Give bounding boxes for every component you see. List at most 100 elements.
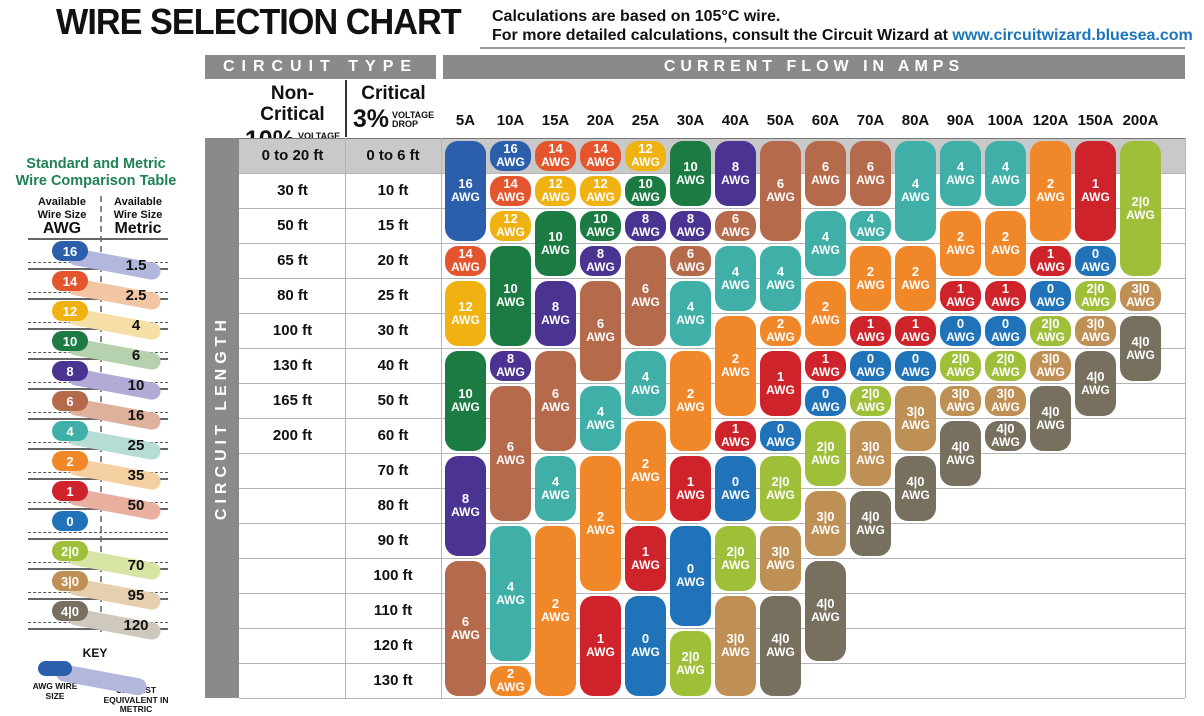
wire-pill-40A-8: 8 AWG — [715, 140, 756, 206]
pill-gauge-label: 1 — [731, 421, 740, 436]
wire-pill-120A-1: 1 AWG — [1030, 245, 1071, 276]
grid-line — [239, 173, 1185, 174]
metric-size-16: 16 — [127, 407, 145, 424]
circuit-type-divider — [345, 80, 347, 137]
wire-pill-10A-8: 8 AWG — [490, 350, 531, 381]
pill-awg-label: AWG — [766, 277, 795, 292]
wire-pill-40A-2|0: 2|0 AWG — [715, 525, 756, 591]
wire-pill-90A-3|0: 3|0 AWG — [940, 385, 981, 416]
wire-pill-150A-3|0: 3|0 AWG — [1075, 315, 1116, 346]
wire-pill-15A-2: 2 AWG — [535, 525, 576, 696]
pill-awg-label: AWG — [721, 487, 750, 502]
wire-pill-60A-2|0: 2|0 AWG — [805, 420, 846, 486]
pill-gauge-label: 4|0 — [1041, 403, 1060, 419]
comparison-row-line — [28, 238, 168, 240]
wire-pill-90A-2: 2 AWG — [940, 210, 981, 276]
wire-pill-10A-4: 4 AWG — [490, 525, 531, 661]
grid-line-vertical — [441, 138, 442, 698]
pill-awg-label: AWG — [901, 417, 930, 432]
pill-awg-label: AWG — [676, 487, 705, 502]
pill-awg-label: AWG — [451, 312, 480, 327]
pill-awg-label: AWG — [676, 575, 705, 589]
awg-size-pill-4: 4 — [52, 421, 88, 441]
row-label-critical: 30 ft — [377, 322, 409, 339]
wire-pill-5A-10: 10 AWG — [445, 350, 486, 451]
wire-pill-40A-0: 0 AWG — [715, 455, 756, 521]
grid-line — [239, 383, 1185, 384]
pill-awg-label: AWG — [721, 365, 750, 379]
pill-gauge-label: 6 — [776, 176, 785, 191]
metric-size-1.5: 1.5 — [125, 257, 147, 274]
wire-pill-50A-2|0: 2|0 AWG — [760, 455, 801, 521]
grid-line-vertical — [345, 138, 346, 698]
pill-gauge-label: 8 — [506, 351, 515, 366]
wire-pill-120A-0: 0 AWG — [1030, 280, 1071, 311]
pill-awg-label: AWG — [811, 365, 840, 379]
pill-awg-label: AWG — [451, 627, 480, 642]
wire-pill-40A-4: 4 AWG — [715, 245, 756, 311]
amp-header-90A: 90A — [946, 112, 975, 129]
wire-pill-100A-1: 1 AWG — [985, 280, 1026, 311]
pill-awg-label: AWG — [766, 645, 795, 659]
wire-pill-100A-2|0: 2|0 AWG — [985, 350, 1026, 381]
pill-gauge-label: 8 — [686, 211, 695, 226]
wire-pill-25A-10: 10 AWG — [625, 175, 666, 206]
pill-gauge-label: 8 — [731, 158, 740, 174]
wire-pill-15A-12: 12 AWG — [535, 175, 576, 206]
grid-line — [239, 278, 1185, 279]
wire-pill-25A-4: 4 AWG — [625, 350, 666, 416]
pill-awg-label: AWG — [811, 172, 840, 187]
pill-gauge-label: 4 — [821, 228, 830, 244]
pill-gauge-label: 1 — [776, 368, 785, 384]
wire-pill-120A-2|0: 2|0 AWG — [1030, 315, 1071, 346]
metric-unit-label: Metric — [114, 220, 162, 237]
pill-awg-label: AWG — [811, 452, 840, 467]
pill-awg-label: AWG — [1126, 207, 1155, 222]
pill-gauge-label: 1 — [1046, 246, 1055, 261]
pill-awg-label: AWG — [1081, 260, 1110, 274]
pill-gauge-label: 2|0 — [861, 386, 880, 401]
wire-pill-20A-14: 14 AWG — [580, 140, 621, 171]
pill-gauge-label: 0 — [1001, 316, 1010, 331]
wire-pill-40A-6: 6 AWG — [715, 210, 756, 241]
pill-awg-label: AWG — [541, 312, 570, 327]
row-label-non-critical: 50 ft — [277, 217, 308, 234]
pill-gauge-label: 0 — [731, 473, 740, 489]
pill-awg-label: AWG — [901, 487, 930, 502]
pill-awg-label: AWG — [901, 330, 930, 344]
row-label-critical: 80 ft — [377, 497, 409, 514]
wire-pill-10A-2: 2 AWG — [490, 665, 531, 696]
circuit-wizard-link[interactable]: www.circuitwizard.bluesea.com — [952, 27, 1193, 44]
wire-pill-20A-12: 12 AWG — [580, 175, 621, 206]
pill-gauge-label: 12 — [638, 141, 653, 156]
pill-gauge-label: 2|0 — [951, 351, 970, 366]
pill-awg-label: AWG — [946, 242, 975, 257]
metric-size-2.5: 2.5 — [125, 287, 147, 304]
row-label-non-critical: 130 ft — [272, 357, 313, 374]
row-label-non-critical: 65 ft — [277, 252, 308, 269]
row-label-non-critical: 165 ft — [272, 392, 313, 409]
pill-gauge-label: 2 — [686, 386, 695, 401]
grid-line — [239, 488, 1185, 489]
pill-gauge-label: 10 — [683, 158, 698, 174]
grid-line — [239, 138, 1185, 139]
pill-gauge-label: 3|0 — [951, 386, 970, 401]
pill-gauge-label: 4 — [956, 158, 965, 174]
circuit-length-label: CIRCUIT LENGTH — [213, 315, 230, 521]
pill-awg-label: AWG — [586, 645, 615, 659]
pill-awg-label: AWG — [631, 225, 660, 239]
amp-header-10A: 10A — [496, 112, 525, 129]
pill-awg-label: AWG — [541, 242, 570, 257]
pill-awg-label: AWG — [1036, 190, 1065, 204]
pill-awg-label: AWG — [1081, 295, 1110, 309]
awg-size-pill-4|0: 4|0 — [52, 601, 88, 621]
wire-pill-50A-6: 6 AWG — [760, 140, 801, 241]
wire-pill-150A-0: 0 AWG — [1075, 245, 1116, 276]
pill-awg-label: AWG — [721, 435, 750, 449]
pill-awg-label: AWG — [856, 400, 885, 414]
wire-pill-70A-2: 2 AWG — [850, 245, 891, 311]
pill-gauge-label: 4 — [551, 473, 560, 489]
wire-pill-15A-4: 4 AWG — [535, 455, 576, 521]
pill-gauge-label: 4 — [1001, 158, 1010, 174]
pill-awg-label: AWG — [856, 172, 885, 187]
